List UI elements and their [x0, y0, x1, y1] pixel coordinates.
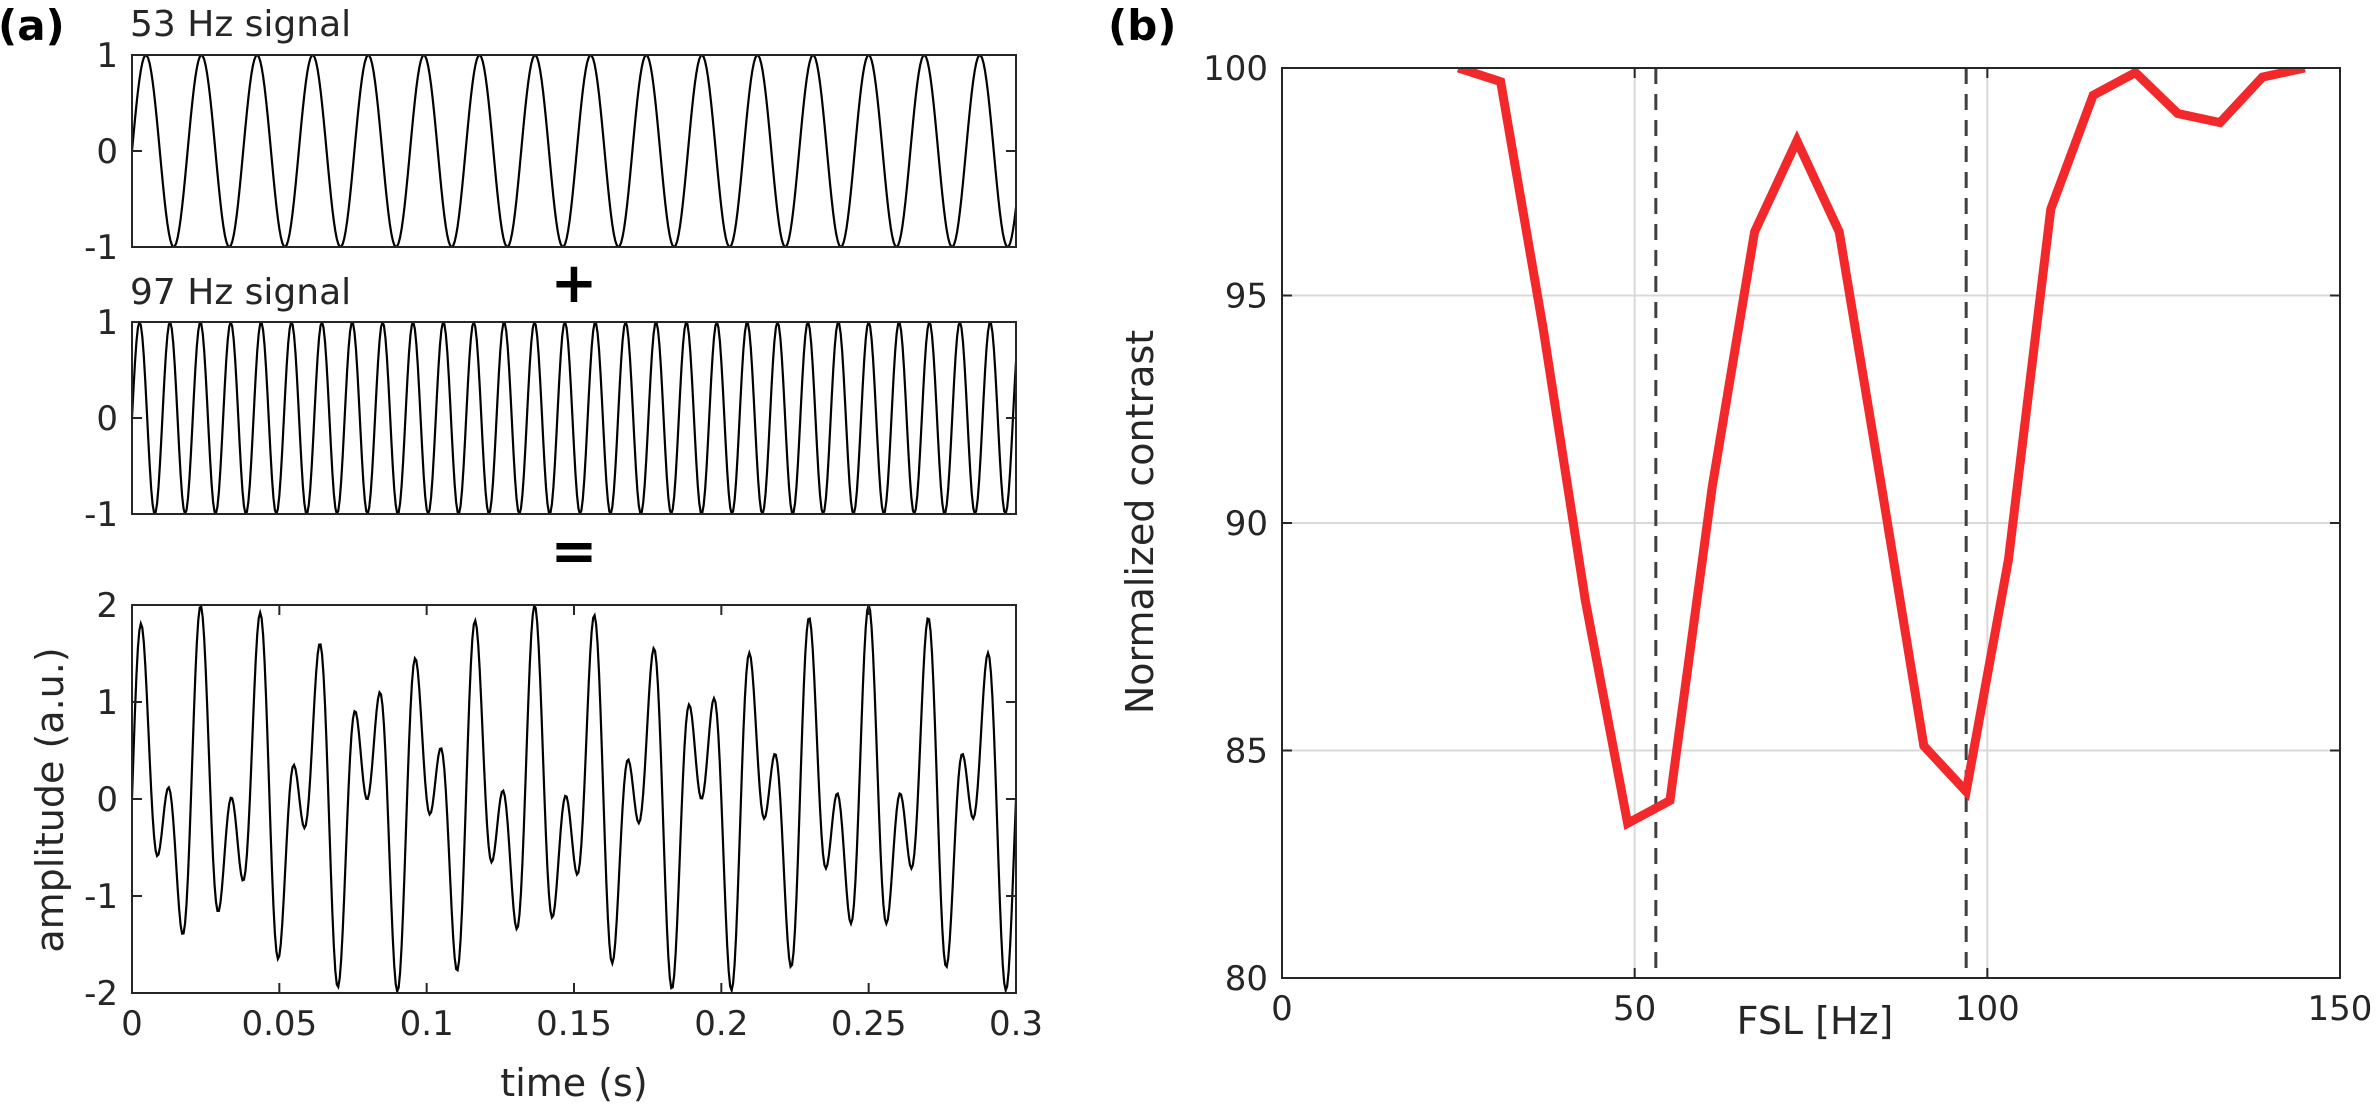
sum-x-tick-label: 0.2 — [694, 1004, 748, 1044]
sum-y-tick-label: -2 — [84, 974, 118, 1014]
contrast-y-tick-label: 90 — [1225, 504, 1268, 544]
sum-x-tick-label: 0.15 — [536, 1004, 612, 1044]
contrast-x-tick-label: 100 — [1955, 989, 2020, 1029]
sig97-y-tick-label: 1 — [96, 303, 118, 343]
panel-label-a: (a) — [0, 1, 65, 50]
subplot-97hz-title: 97 Hz signal — [130, 272, 351, 313]
sum-series-line — [132, 605, 1016, 993]
sum-x-tick-label: 0 — [121, 1004, 143, 1044]
sig53-y-tick-label: 0 — [96, 132, 118, 172]
contrast-x-tick-label: 150 — [2308, 989, 2373, 1029]
contrast-x-tick-label: 0 — [1271, 989, 1293, 1029]
sum-x-tick-label: 0.05 — [241, 1004, 317, 1044]
sig53-y-tick-label: -1 — [84, 228, 118, 268]
sig97-y-tick-label: 0 — [96, 399, 118, 439]
sig97-y-tick-label: -1 — [84, 495, 118, 535]
panel-label-b: (b) — [1108, 1, 1176, 50]
equals-operator: = — [551, 519, 598, 584]
contrast-series-line — [1456, 68, 2306, 831]
sum-y-tick-label: 1 — [96, 683, 118, 723]
contrast-chart: FSL [Hz] Normalized contrast 100 95 90 85 80… — [1118, 49, 2372, 1043]
sig97-series-line — [132, 322, 1016, 514]
sum-x-axis-title: time (s) — [500, 1061, 647, 1104]
contrast-y-axis-title: Normalized contrast — [1118, 330, 1162, 714]
subplot-53hz: 53 Hz signal 1 0 -1 — [84, 4, 1017, 268]
subplot-53hz-title: 53 Hz signal — [130, 4, 351, 45]
sum-y-tick-label: 0 — [96, 780, 118, 820]
sum-x-tick-label: 0.3 — [989, 1004, 1043, 1044]
contrast-y-tick-label: 100 — [1203, 49, 1268, 89]
contrast-x-axis-title: FSL [Hz] — [1737, 999, 1894, 1043]
contrast-y-tick-label: 95 — [1225, 277, 1268, 317]
contrast-y-tick-label: 85 — [1225, 732, 1268, 772]
sum-y-tick-label: 2 — [96, 586, 118, 626]
sum-y-axis-title: amplitude (a.u.) — [28, 647, 72, 952]
sig53-series-line — [132, 55, 1016, 247]
sum-y-tick-label: -1 — [84, 877, 118, 917]
contrast-y-tick-label: 80 — [1225, 959, 1268, 999]
contrast-x-tick-label: 50 — [1613, 989, 1656, 1029]
sig53-y-tick-label: 1 — [96, 36, 118, 76]
subplot-sum: time (s) amplitude (a.u.) 210-1-20 0.05 0.… — [28, 586, 1043, 1104]
sum-x-tick-label: 0.1 — [400, 1004, 454, 1044]
sum-x-tick-label: 0.25 — [831, 1004, 907, 1044]
subplot-97hz: 97 Hz signal 1 0 -1 — [84, 272, 1017, 535]
plus-operator: + — [551, 251, 598, 316]
